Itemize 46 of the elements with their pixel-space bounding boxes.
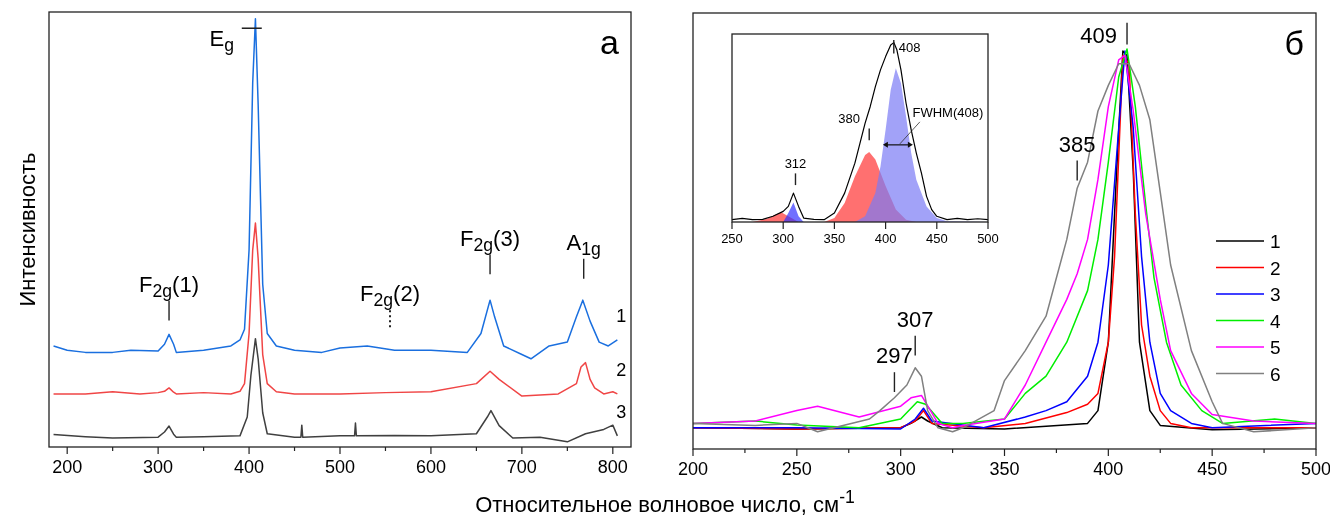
legend-label: 2 <box>1270 257 1281 279</box>
x-tick-label: 800 <box>597 457 628 477</box>
x-tick-label: 500 <box>977 231 999 246</box>
x-tick-label: 250 <box>781 459 812 479</box>
x-tick-label: 500 <box>1300 459 1330 479</box>
text: 409 <box>1080 22 1118 48</box>
annotation: 385 <box>1058 131 1096 157</box>
annotation: FWHM(408) <box>912 104 984 120</box>
annotation: б <box>1284 24 1304 62</box>
x-tick-label: 250 <box>721 231 743 246</box>
x-tick-label: 400 <box>1093 459 1124 479</box>
annotation: F$_{2g}$(3) <box>460 225 521 256</box>
x-tick-label: 200 <box>677 459 709 479</box>
annotation: 380 <box>838 111 861 127</box>
annotation: а <box>600 23 620 61</box>
x-tick-label: 400 <box>874 231 897 246</box>
annotation: E$_{g}$ <box>209 25 235 56</box>
legend-label: 5 <box>1270 337 1281 358</box>
x-tick-label: 500 <box>324 457 356 477</box>
annotation: 307 <box>896 307 934 332</box>
annotation: A$_{1g}$ <box>566 230 601 260</box>
x-axis-title: Относительное волновое число, см$^{-1}$ <box>475 487 855 517</box>
x-tick-label: 300 <box>772 231 795 246</box>
legend-label: 4 <box>1270 310 1281 332</box>
annotation: 297 <box>876 343 913 369</box>
x-tick-label: 300 <box>143 457 174 477</box>
x-tick-label: 350 <box>823 231 846 246</box>
annotation: 312 <box>784 156 807 172</box>
annotation: 408 <box>898 39 921 55</box>
legend-label: 6 <box>1270 363 1281 385</box>
annotation: F$_{2g}$(2) <box>360 281 420 311</box>
y-axis-title: Интенсивность <box>15 152 40 307</box>
annotation: F$_{2g}$(1) <box>139 272 199 302</box>
x-tick-label: 400 <box>234 457 265 477</box>
x-tick-label: 600 <box>415 457 446 477</box>
x-tick-label: 450 <box>925 231 948 246</box>
x-tick-label: 350 <box>989 459 1020 479</box>
x-tick-label: 700 <box>506 457 537 477</box>
legend-label: 1 <box>1270 231 1281 252</box>
legend-label: 3 <box>1270 284 1281 305</box>
series-label: 3 <box>616 401 627 422</box>
x-tick-label: 300 <box>885 459 916 479</box>
series-label: 2 <box>616 359 627 380</box>
series-label: 1 <box>616 305 627 326</box>
x-tick-label: 450 <box>1197 459 1228 479</box>
x-tick-label: 200 <box>52 457 83 477</box>
